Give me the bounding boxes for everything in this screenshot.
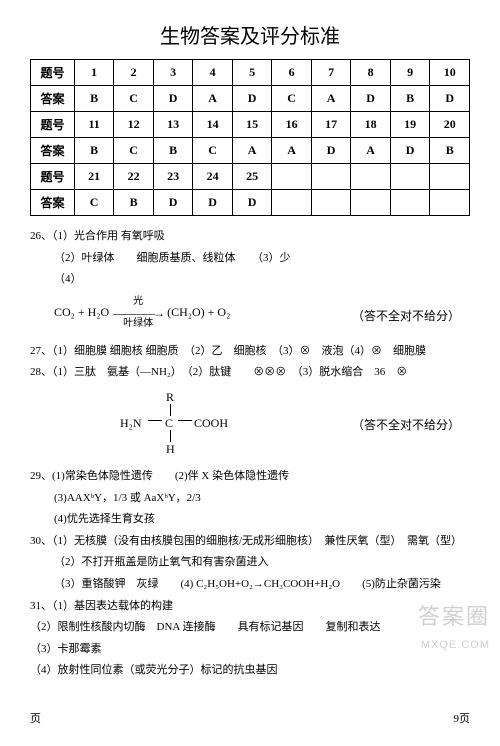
q31-line2: （2）限制性核酸内切酶 DNA 连接酶 具有标记基因 复制和表达 [30,619,470,637]
struct-R: R [166,390,174,405]
answer-table: 题号12345678910答案BCDADCADBD题号1112131415161… [30,59,470,216]
table-num-cell: 6 [272,60,312,86]
table-num-cell [311,164,351,190]
eq-bot: 叶绿体 [123,319,153,329]
table-ans-cell [272,190,312,216]
table-num-cell [351,164,391,190]
footer-right: 9页 [454,710,471,726]
table-ans-cell: A [311,86,351,112]
table-header-cell: 题号 [31,112,75,138]
table-num-cell: 14 [193,112,233,138]
eq-left: CO₂ + H₂O [54,305,109,320]
table-num-cell: 16 [272,112,312,138]
table-ans-cell: C [114,138,154,164]
table-header-cell: 答案 [31,190,75,216]
table-ans-cell: B [153,138,193,164]
table-num-cell: 8 [351,60,391,86]
table-num-cell: 7 [311,60,351,86]
table-num-cell: 5 [232,60,272,86]
q30-line2: （2）不打开瓶盖是防止氧气和有害杂菌进入 [54,554,470,572]
page-title: 生物答案及评分标准 [30,20,470,49]
table-num-cell [390,164,430,190]
table-ans-cell [390,190,430,216]
table-ans-cell: A [272,138,312,164]
struct-C: C [165,416,173,431]
q30-line3: （3）重铬酸钾 灰绿 (4) C₂H₅OH+O₂→CH₃COOH+H₂O (5)… [54,576,470,594]
q26-line2: （2）叶绿体 细胞质基质、线粒体 （3）少 [54,250,470,268]
table-num-cell: 11 [74,112,114,138]
table-ans-cell: B [430,138,470,164]
q29-line2: (3)AAXᵇY，1/3 或 AaXᵇY，2/3 [54,490,470,508]
q26-line3: （4） [54,271,470,289]
table-num-cell: 17 [311,112,351,138]
table-header-cell: 答案 [31,86,75,112]
table-num-cell: 18 [351,112,391,138]
table-ans-cell: B [114,190,154,216]
table-num-cell: 22 [114,164,154,190]
table-num-cell [430,164,470,190]
table-num-cell: 13 [153,112,193,138]
table-ans-cell: A [232,138,272,164]
table-num-cell: 21 [74,164,114,190]
q26-note: （答不全对不给分） [352,307,470,324]
table-ans-cell: A [351,138,391,164]
struct-left: H₂N [120,416,142,431]
page-footer: 页 9页 [30,710,470,726]
q31-line3: （3）卡那霉素 [30,641,470,659]
table-ans-cell: B [390,86,430,112]
q31-line4: （4）放射性同位素（或荧光分子）标记的抗虫基因 [30,662,470,680]
table-ans-cell: D [390,138,430,164]
table-ans-cell: C [272,86,312,112]
table-header-cell: 题号 [31,164,75,190]
table-num-cell: 23 [153,164,193,190]
table-num-cell: 12 [114,112,154,138]
table-ans-cell: D [311,138,351,164]
table-num-cell: 25 [232,164,272,190]
q27: 27、（1）细胞膜 细胞核 细胞质 （2）乙 细胞核 （3）⊗ 液泡（4）⊗ 细… [30,343,470,361]
table-ans-cell: B [74,138,114,164]
struct-right: COOH [194,416,228,431]
table-num-cell: 24 [193,164,233,190]
q28-note: （答不全对不给分） [352,416,470,433]
table-ans-cell: D [153,190,193,216]
table-num-cell [272,164,312,190]
arrow-icon: 光 ————→ 叶绿体 [113,297,163,329]
table-ans-cell: D [430,86,470,112]
footer-left: 页 [30,710,41,726]
table-header-cell: 题号 [31,60,75,86]
table-ans-cell: A [193,86,233,112]
table-num-cell: 9 [390,60,430,86]
table-num-cell: 10 [430,60,470,86]
table-ans-cell: C [193,138,233,164]
table-ans-cell [311,190,351,216]
struct-H: H [166,442,175,457]
amino-acid-structure: R H₂N C COOH H [90,390,260,460]
table-ans-cell: D [351,86,391,112]
table-num-cell: 15 [232,112,272,138]
table-ans-cell: D [153,86,193,112]
table-ans-cell [351,190,391,216]
q29-line3: (4)优先选择生育女孩 [54,511,470,529]
q26-equation: CO₂ + H₂O 光 ————→ 叶绿体 (CH₂O) + O₂ [54,297,230,329]
q30-line1: 30、（1）无核膜（没有由核膜包围的细胞核/无成形细胞核） 兼性厌氧（型） 需氧… [30,533,470,551]
table-ans-cell: C [114,86,154,112]
table-num-cell: 19 [390,112,430,138]
q28-line1: 28、（1）三肽 氨基（—NH₂） （2）肽键 ⊗⊗⊗ （3）脱水缩合 36 ⊗ [30,364,470,382]
q31-line1: 31、（1）基因表达载体的构建 [30,598,470,616]
table-num-cell: 4 [193,60,233,86]
table-num-cell: 3 [153,60,193,86]
table-ans-cell: C [74,190,114,216]
q26-line1: 26、（1）光合作用 有氧呼吸 [30,228,470,246]
eq-right: (CH₂O) + O₂ [167,305,230,320]
table-ans-cell [430,190,470,216]
table-ans-cell: D [232,190,272,216]
q29-line1: 29、(1)常染色体隐性遗传 (2)伴 X 染色体隐性遗传 [30,468,470,486]
table-num-cell: 2 [114,60,154,86]
table-num-cell: 1 [74,60,114,86]
table-ans-cell: D [232,86,272,112]
table-ans-cell: B [74,86,114,112]
table-header-cell: 答案 [31,138,75,164]
table-ans-cell: D [193,190,233,216]
table-num-cell: 20 [430,112,470,138]
